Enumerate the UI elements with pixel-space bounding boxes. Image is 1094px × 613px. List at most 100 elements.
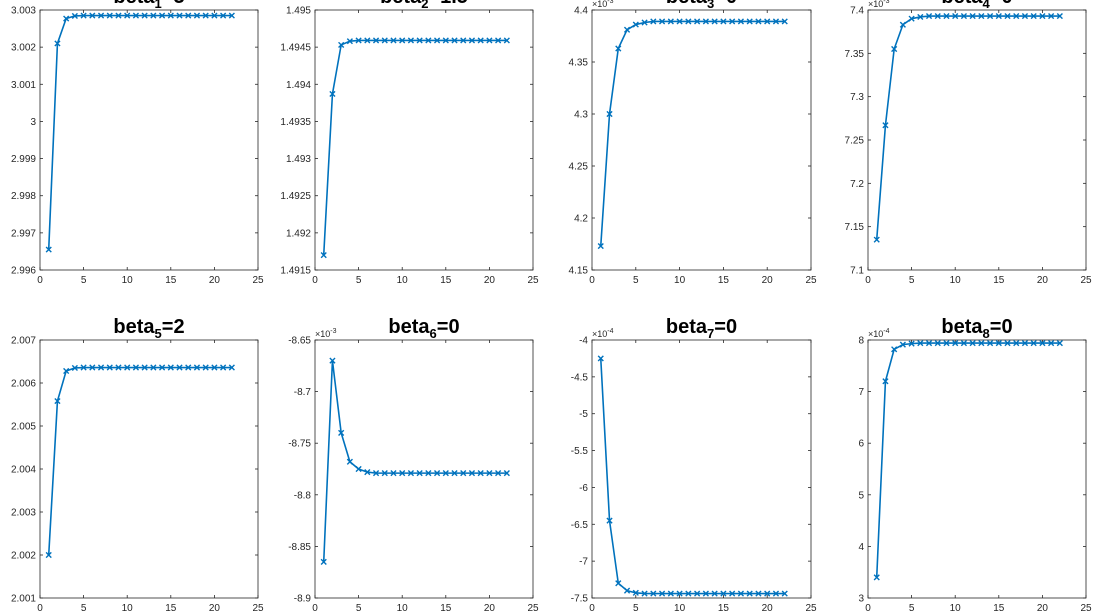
marker-stroke — [729, 18, 736, 25]
marker-stroke — [460, 470, 467, 477]
x-tick-label: 25 — [805, 603, 817, 613]
series-line — [322, 39, 507, 256]
marker-stroke — [185, 364, 192, 371]
data-point-marker — [150, 12, 157, 19]
marker-stroke — [320, 252, 327, 259]
title-rest: =0 — [990, 316, 1013, 338]
data-point-marker — [772, 18, 780, 25]
marker-stroke — [433, 37, 441, 44]
marker-stroke — [986, 340, 994, 347]
marker-stroke — [952, 340, 959, 347]
data-point-marker — [106, 364, 113, 371]
marker-stroke — [641, 19, 648, 26]
marker-stroke — [1048, 340, 1055, 347]
data-point-marker — [338, 429, 345, 436]
x-tick-label: 10 — [122, 275, 134, 286]
y-tick-label: 1.4935 — [280, 117, 311, 128]
x-tick-label: 25 — [527, 275, 539, 286]
marker-stroke — [211, 364, 218, 371]
y-tick-label: 7.3 — [850, 92, 864, 103]
subplot-4: 0 5 10 15 20 25 7.1 7.15 7.2 7.25 7.3 7.35 7.4 ×10-3 b… — [845, 0, 1092, 286]
y-tick-label: -8.75 — [288, 439, 311, 450]
y-tick-label: 2.998 — [11, 191, 36, 202]
x-tick-label: 25 — [252, 275, 264, 286]
data-point-marker — [746, 590, 753, 597]
data-point-marker — [176, 364, 183, 371]
marker-stroke — [442, 37, 449, 44]
data-point-marker — [764, 590, 771, 597]
marker-stroke — [495, 37, 502, 44]
multiplier-base: ×10 — [592, 0, 607, 9]
subplot-title: beta6=0 — [388, 316, 459, 341]
subplot-title: beta2=1.5 — [380, 0, 468, 11]
marker-stroke — [969, 340, 976, 347]
y-tick-label: 8 — [858, 336, 864, 347]
x-tick-label: 10 — [674, 275, 686, 286]
multiplier-base: ×10 — [868, 329, 883, 339]
marker-stroke — [176, 364, 183, 371]
data-point-marker — [416, 470, 423, 477]
y-tick-label: 2.002 — [11, 551, 36, 562]
data-point-marker — [1021, 12, 1029, 20]
marker-stroke — [978, 12, 985, 20]
data-point-marker — [969, 12, 976, 20]
marker-stroke — [658, 590, 666, 597]
marker-stroke — [995, 12, 1002, 20]
data-point-marker — [167, 12, 174, 19]
marker-stroke — [468, 470, 476, 477]
y-tick-label: 7.25 — [845, 136, 865, 147]
x-tick-label: 5 — [909, 275, 915, 286]
data-point-marker — [1048, 340, 1055, 347]
data-point-marker — [425, 470, 432, 477]
marker-stroke — [202, 12, 209, 19]
data-point-marker — [711, 590, 718, 597]
data-point-marker — [1004, 12, 1011, 20]
marker-stroke — [364, 469, 371, 476]
multiplier-base: ×10 — [592, 329, 607, 339]
marker-stroke — [623, 587, 631, 594]
marker-stroke — [781, 18, 788, 25]
data-point-marker — [390, 37, 397, 44]
marker-stroke — [978, 340, 985, 347]
marker-stroke — [772, 590, 780, 597]
marker-stroke — [943, 12, 950, 20]
data-point-marker — [71, 12, 78, 20]
marker-stroke — [764, 18, 771, 25]
data-point-marker — [952, 12, 959, 20]
marker-stroke — [606, 110, 613, 118]
data-point-marker — [45, 551, 52, 559]
data-point-marker — [399, 470, 406, 477]
x-tick-label: 15 — [993, 603, 1005, 613]
data-point-marker — [1004, 340, 1011, 347]
data-point-marker — [908, 15, 915, 22]
marker-stroke — [702, 590, 709, 597]
marker-stroke — [63, 367, 70, 375]
y-tick-label: 2.005 — [11, 422, 36, 433]
marker-stroke — [468, 37, 476, 44]
marker-stroke — [167, 12, 174, 19]
marker-stroke — [755, 18, 762, 25]
series-line — [599, 20, 785, 247]
x-tick-label: 20 — [1037, 275, 1049, 286]
subplot-2: 0 5 10 15 20 25 1.4915 1.492 1.4925 1.493 1.4935 1.… — [280, 0, 539, 286]
marker-stroke — [390, 470, 397, 477]
multiplier-base: ×10 — [868, 0, 883, 9]
y-tick-label: 7.15 — [845, 222, 865, 233]
y-tick-label: 2.996 — [11, 266, 36, 277]
marker-stroke — [338, 41, 345, 49]
x-tick-label: 25 — [252, 603, 264, 613]
data-point-marker — [694, 590, 701, 597]
x-tick-label: 5 — [356, 275, 362, 286]
data-point-marker — [960, 12, 968, 20]
data-point-marker — [720, 590, 727, 597]
data-point-marker — [106, 12, 113, 19]
marker-stroke — [667, 590, 674, 597]
title-rest: =3 — [162, 0, 185, 8]
y-tick-label: 1.4915 — [280, 266, 311, 277]
marker-stroke — [925, 340, 933, 347]
marker-stroke — [193, 12, 201, 19]
data-point-marker — [80, 12, 87, 19]
marker-stroke — [917, 340, 924, 347]
series-line — [47, 366, 232, 556]
